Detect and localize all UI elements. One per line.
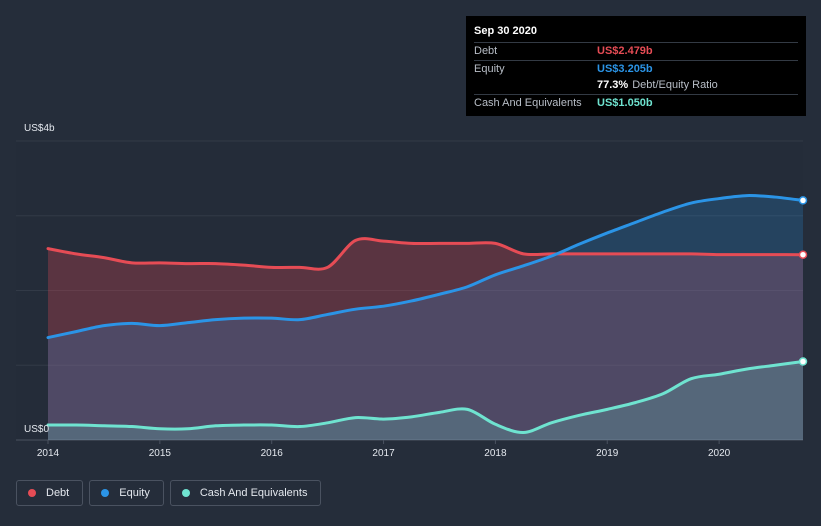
- series-lines: [46, 194, 805, 435]
- tooltip-equity-value: US$3.205b: [597, 62, 653, 75]
- debt-end-marker: [798, 250, 808, 259]
- chart-legend: Debt Equity Cash And Equivalents: [16, 480, 327, 506]
- equity-line: [46, 194, 805, 340]
- equity-dot-icon: [101, 489, 110, 497]
- equity-area: [48, 195, 803, 440]
- cash-line: [46, 360, 805, 435]
- x-tick-label-2014: 2014: [37, 448, 60, 459]
- grid-lines: [16, 140, 803, 441]
- x-tick-label-2019: 2019: [596, 448, 619, 459]
- legend-toggle-cash[interactable]: Cash And Equivalents: [169, 480, 322, 506]
- tooltip-ratio-value: 77.3%: [597, 79, 629, 91]
- series-areas: [48, 195, 803, 440]
- x-tick-label-2020: 2020: [708, 448, 731, 459]
- equity-end-marker: [798, 196, 808, 205]
- tooltip-row-cash: Cash And Equivalents US$1.050b: [474, 93, 798, 112]
- tooltip-debt-label: Debt: [474, 45, 498, 57]
- debt-area: [48, 238, 803, 440]
- tooltip-cash-value: US$1.050b: [597, 96, 653, 109]
- debt-line: [46, 237, 805, 271]
- cash-area: [48, 361, 803, 440]
- y-axis-bottom-label: US$0: [24, 424, 49, 435]
- x-tick-label-2016: 2016: [261, 448, 284, 459]
- tooltip-debt-value: US$2.479b: [597, 45, 653, 57]
- axes: US$4b US$0 2014 2015 2016 2017 2018 2019 2020: [24, 123, 731, 459]
- x-tick-label-2017: 2017: [372, 448, 395, 459]
- legend-equity-label: Equity: [119, 487, 150, 499]
- tooltip-equity-label: Equity: [474, 62, 505, 75]
- x-tick-label-2018: 2018: [484, 448, 507, 459]
- legend-toggle-equity[interactable]: Equity: [89, 480, 164, 506]
- tooltip-date: Sep 30 2020: [474, 25, 537, 37]
- x-tick-label-2015: 2015: [149, 448, 172, 459]
- debt-dot-icon: [28, 489, 36, 497]
- series-end-markers: [798, 196, 808, 366]
- tooltip-cash-label: Cash And Equivalents: [474, 96, 582, 109]
- y-axis-top-label: US$4b: [24, 123, 55, 134]
- legend-debt-label: Debt: [46, 487, 70, 499]
- tooltip-ratio-label: Debt/Equity Ratio: [632, 79, 718, 91]
- tooltip-row-ratio: 77.3% Debt/Equity Ratio: [474, 77, 798, 94]
- legend-toggle-debt[interactable]: Debt: [16, 480, 84, 506]
- tooltip-row-equity: Equity US$3.205b: [474, 59, 798, 78]
- tooltip-panel: Sep 30 2020 Debt US$2.479b Equity US$3.2…: [466, 16, 806, 116]
- cash-end-marker: [798, 357, 808, 366]
- tooltip-row-debt: Debt US$2.479b: [474, 42, 798, 60]
- cash-dot-icon: [181, 489, 190, 497]
- legend-cash-label: Cash And Equivalents: [199, 487, 308, 499]
